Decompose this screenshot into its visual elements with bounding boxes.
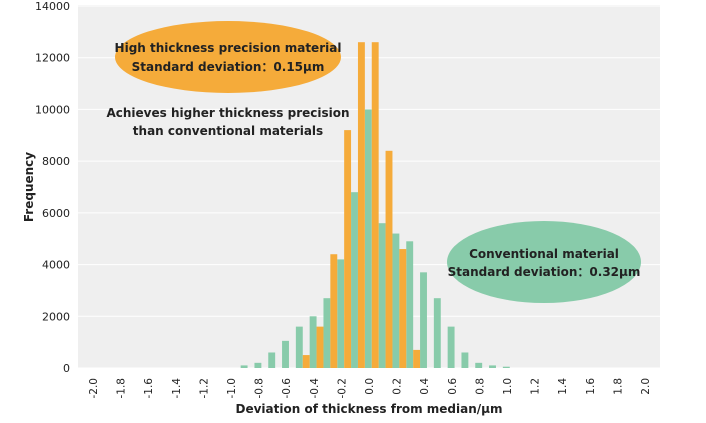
x-tick-label: -1.6 <box>143 378 155 399</box>
conventional-bar <box>282 340 289 368</box>
high-precision-bar <box>316 326 324 368</box>
x-tick-label: 0.2 <box>392 378 404 395</box>
x-tick-label: 1.0 <box>502 378 514 395</box>
x-tick-label: 1.6 <box>585 378 597 395</box>
y-tick-label: 10000 <box>35 103 70 116</box>
high-precision-bar <box>371 42 379 368</box>
y-tick-label: 14000 <box>35 0 70 13</box>
conventional-bar <box>392 233 400 368</box>
x-tick-label: 1.8 <box>612 378 624 395</box>
conventional-bubble <box>447 221 641 303</box>
conventional-bar <box>475 362 483 368</box>
high-precision-bar <box>399 249 407 368</box>
conventional-bar <box>489 365 496 368</box>
high-precision-bar <box>357 42 365 368</box>
conventional-bar <box>295 326 303 368</box>
y-tick-label: 4000 <box>42 259 70 272</box>
conventional-bar <box>378 223 386 368</box>
conventional-bar <box>461 352 469 368</box>
x-tick-label: -1.4 <box>171 378 183 399</box>
y-tick-label: 6000 <box>42 207 70 220</box>
conventional-bar <box>254 362 262 368</box>
y-tick-label: 8000 <box>42 155 70 168</box>
conventional-sd: Standard deviation：0.32μm <box>448 265 641 279</box>
high-precision-bar <box>344 130 352 368</box>
conventional-bar <box>309 316 317 368</box>
x-tick-label: 0.4 <box>419 378 431 395</box>
conventional-bar <box>502 366 510 368</box>
conventional-bar <box>447 326 455 368</box>
x-tick-label: 0.0 <box>364 378 376 395</box>
high-precision-bar <box>330 254 338 368</box>
y-tick-label: 2000 <box>42 310 70 323</box>
high-precision-bar <box>413 349 421 368</box>
y-axis-label: Frequency <box>22 152 36 222</box>
high-precision-bar <box>385 150 393 368</box>
x-tick-label: -0.4 <box>309 378 321 399</box>
x-tick-label: -0.8 <box>254 378 266 399</box>
x-tick-label: -0.2 <box>336 378 348 399</box>
x-tick-label: -1.8 <box>116 378 128 399</box>
x-tick-labels: -2.0 -1.8 -1.6 -1.4 -1.2 -1.0 -0.8 -0.6 -0.4 -0.2… <box>88 378 652 399</box>
conventional-bar <box>364 109 372 368</box>
x-tick-label: 0.6 <box>447 378 459 395</box>
conventional-bar <box>406 241 414 368</box>
high-precision-label: High thickness precision material <box>115 41 342 55</box>
note-line-1: Achieves higher thickness precision <box>106 106 349 120</box>
x-tick-label: 1.2 <box>530 378 542 395</box>
y-tick-label: 12000 <box>35 52 70 65</box>
x-tick-label: 1.4 <box>557 378 569 395</box>
x-tick-label: -1.2 <box>198 378 210 399</box>
y-tick-label: 0 <box>63 362 70 375</box>
x-tick-label: 2.0 <box>640 378 652 395</box>
conventional-bar <box>433 298 441 368</box>
x-tick-label: -0.6 <box>281 378 293 399</box>
note-line-2: than conventional materials <box>133 124 323 138</box>
high-precision-bar <box>302 355 310 368</box>
x-tick-label: -1.0 <box>226 378 238 399</box>
high-precision-bubble <box>115 21 341 93</box>
conventional-bar <box>337 259 345 368</box>
x-tick-label: -2.0 <box>88 378 100 399</box>
y-tick-labels: 0 2000 4000 6000 8000 10000 12000 14000 <box>35 0 70 375</box>
conventional-bar <box>351 192 358 368</box>
conventional-bar <box>268 352 276 368</box>
conventional-bar <box>323 298 331 368</box>
x-tick-label: 0.8 <box>474 378 486 395</box>
x-axis-label: Deviation of thickness from median/μm <box>236 402 503 416</box>
bars <box>240 42 510 368</box>
conventional-bar <box>420 272 427 368</box>
conventional-label: Conventional material <box>469 247 619 261</box>
conventional-bar <box>240 365 248 368</box>
high-precision-sd: Standard deviation：0.15μm <box>132 60 325 74</box>
